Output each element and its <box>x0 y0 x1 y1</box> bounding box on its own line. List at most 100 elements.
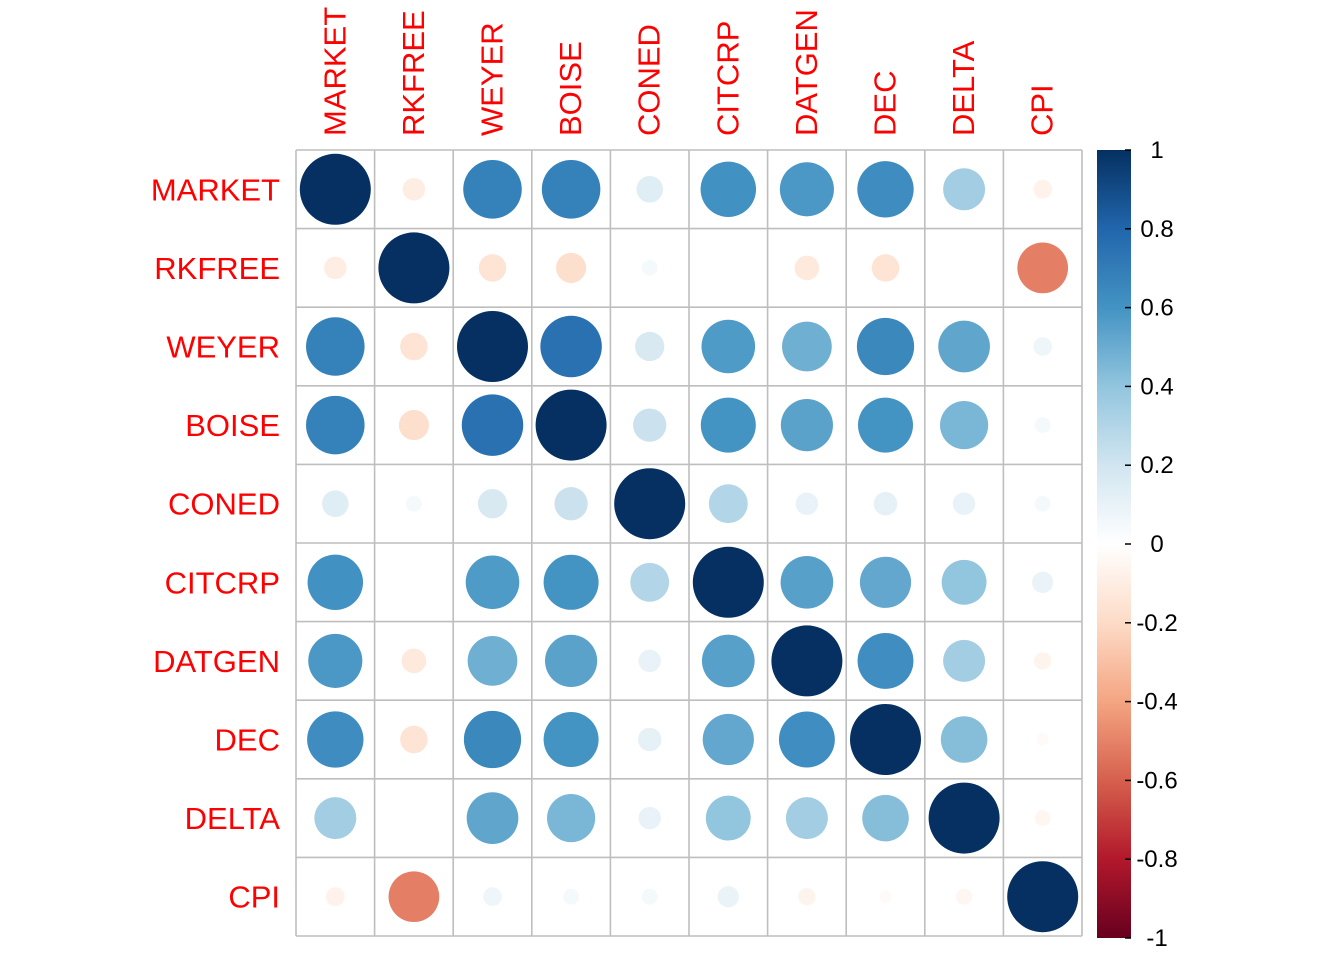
correlation-circle <box>467 636 518 686</box>
correlation-circle <box>771 625 843 697</box>
row-label: CPI <box>228 880 280 915</box>
legend-tick-label: -0.6 <box>1136 767 1177 794</box>
row-label: DATGEN <box>153 644 280 679</box>
correlation-circle <box>637 727 662 752</box>
correlation-circle <box>614 468 686 540</box>
correlation-circle <box>1034 495 1051 512</box>
correlation-circle <box>943 639 986 682</box>
column-label: WEYER <box>475 22 510 136</box>
correlation-circle <box>795 492 819 515</box>
correlation-circle <box>545 634 598 687</box>
matrix-cell <box>924 228 1004 308</box>
correlation-circle <box>466 792 519 844</box>
correlation-circle <box>630 562 670 602</box>
correlation-circle <box>708 484 748 524</box>
correlation-circle <box>547 794 596 843</box>
correlation-circle <box>635 331 665 362</box>
correlation-circle <box>780 555 834 609</box>
correlation-circle <box>1034 810 1051 827</box>
correlation-circle <box>554 487 588 521</box>
correlation-circle <box>1017 242 1069 294</box>
correlation-circle <box>636 176 663 203</box>
correlation-circle <box>638 649 661 673</box>
correlation-circle <box>858 397 913 453</box>
correlation-circle <box>779 162 834 217</box>
column-label: MARKET <box>317 7 352 136</box>
correlation-circle <box>700 161 757 218</box>
correlation-circle <box>398 410 429 441</box>
correlation-circle <box>307 554 364 611</box>
legend-tick-label: 0.6 <box>1140 295 1173 322</box>
correlation-circle <box>857 161 914 218</box>
correlation-circle <box>322 490 349 517</box>
correlation-circle <box>400 332 428 361</box>
correlation-circle <box>701 319 756 374</box>
row-label: BOISE <box>185 408 280 443</box>
correlation-circle <box>798 888 816 906</box>
legend-tick-label: -0.4 <box>1136 689 1177 716</box>
color-legend-ticks: 1 0.8 0.6 0.4 0.2 0 -0.2 -0.4 -0.6 -0.8 -1 <box>1125 137 1178 952</box>
row-labels: MARKET RKFREE WEYER BOISE CONED CITCRP DATGEN D… <box>151 172 280 914</box>
correlation-circle <box>543 712 599 767</box>
column-label: BOISE <box>553 41 588 136</box>
correlation-circle <box>1033 337 1053 356</box>
correlation-circle <box>859 556 912 608</box>
row-label: MARKET <box>151 172 280 207</box>
correlation-circle <box>1034 652 1052 670</box>
legend-tick-label: -0.2 <box>1136 610 1177 637</box>
correlation-circle <box>400 725 428 754</box>
row-label: CITCRP <box>165 565 280 600</box>
correlation-circle <box>857 632 914 689</box>
correlation-circle <box>641 259 658 276</box>
correlation-circle <box>943 168 986 211</box>
correlation-circle <box>314 797 357 840</box>
correlation-circle <box>702 713 754 766</box>
correlation-circle <box>540 315 602 378</box>
row-label: DELTA <box>185 801 281 836</box>
correlation-circle <box>879 890 892 903</box>
correlation-circle <box>938 320 990 373</box>
row-label: WEYER <box>166 330 280 365</box>
correlation-circle <box>478 254 507 282</box>
correlation-circle <box>465 555 520 610</box>
correlation-circle <box>778 711 835 768</box>
correlation-circle <box>405 495 422 512</box>
correlation-circle <box>543 554 599 610</box>
correlation-circle <box>717 886 739 908</box>
row-label: DEC <box>215 723 280 758</box>
correlation-circle <box>477 489 508 519</box>
correlation-circle <box>940 716 988 763</box>
row-label: RKFREE <box>154 251 280 286</box>
correlation-circle <box>563 888 580 905</box>
correlation-circle <box>402 178 426 201</box>
legend-tick-label: -1 <box>1146 925 1167 952</box>
correlation-circles <box>299 153 1079 933</box>
correlation-circle <box>463 160 522 219</box>
correlation-circle <box>928 782 1000 854</box>
correlation-circle <box>325 887 345 907</box>
legend-tick-label: -0.8 <box>1136 846 1177 873</box>
column-label: DEC <box>868 71 903 136</box>
correlation-circle <box>1036 733 1049 746</box>
row-label: CONED <box>168 487 280 522</box>
correlation-circle <box>638 806 661 830</box>
correlation-circle <box>556 252 587 283</box>
correlation-circle <box>306 317 365 376</box>
column-label: CONED <box>632 24 667 136</box>
correlation-circle <box>641 888 658 905</box>
column-label: CPI <box>1025 84 1060 136</box>
correlation-circle <box>692 546 764 618</box>
correlation-circle <box>701 634 755 688</box>
matrix-cell <box>374 778 454 858</box>
correlation-circle <box>307 711 364 768</box>
correlation-circle <box>1007 861 1079 933</box>
correlation-circle <box>956 888 973 905</box>
column-label: DELTA <box>946 40 981 136</box>
legend-tick-label: 0.4 <box>1140 373 1173 400</box>
correlation-circle <box>782 321 832 372</box>
color-legend: 1 0.8 0.6 0.4 0.2 0 -0.2 -0.4 -0.6 -0.8 -1 <box>1097 137 1178 952</box>
correlation-circle <box>794 255 820 281</box>
legend-tick-label: 0.8 <box>1140 216 1173 243</box>
column-label: RKFREE <box>396 10 431 136</box>
